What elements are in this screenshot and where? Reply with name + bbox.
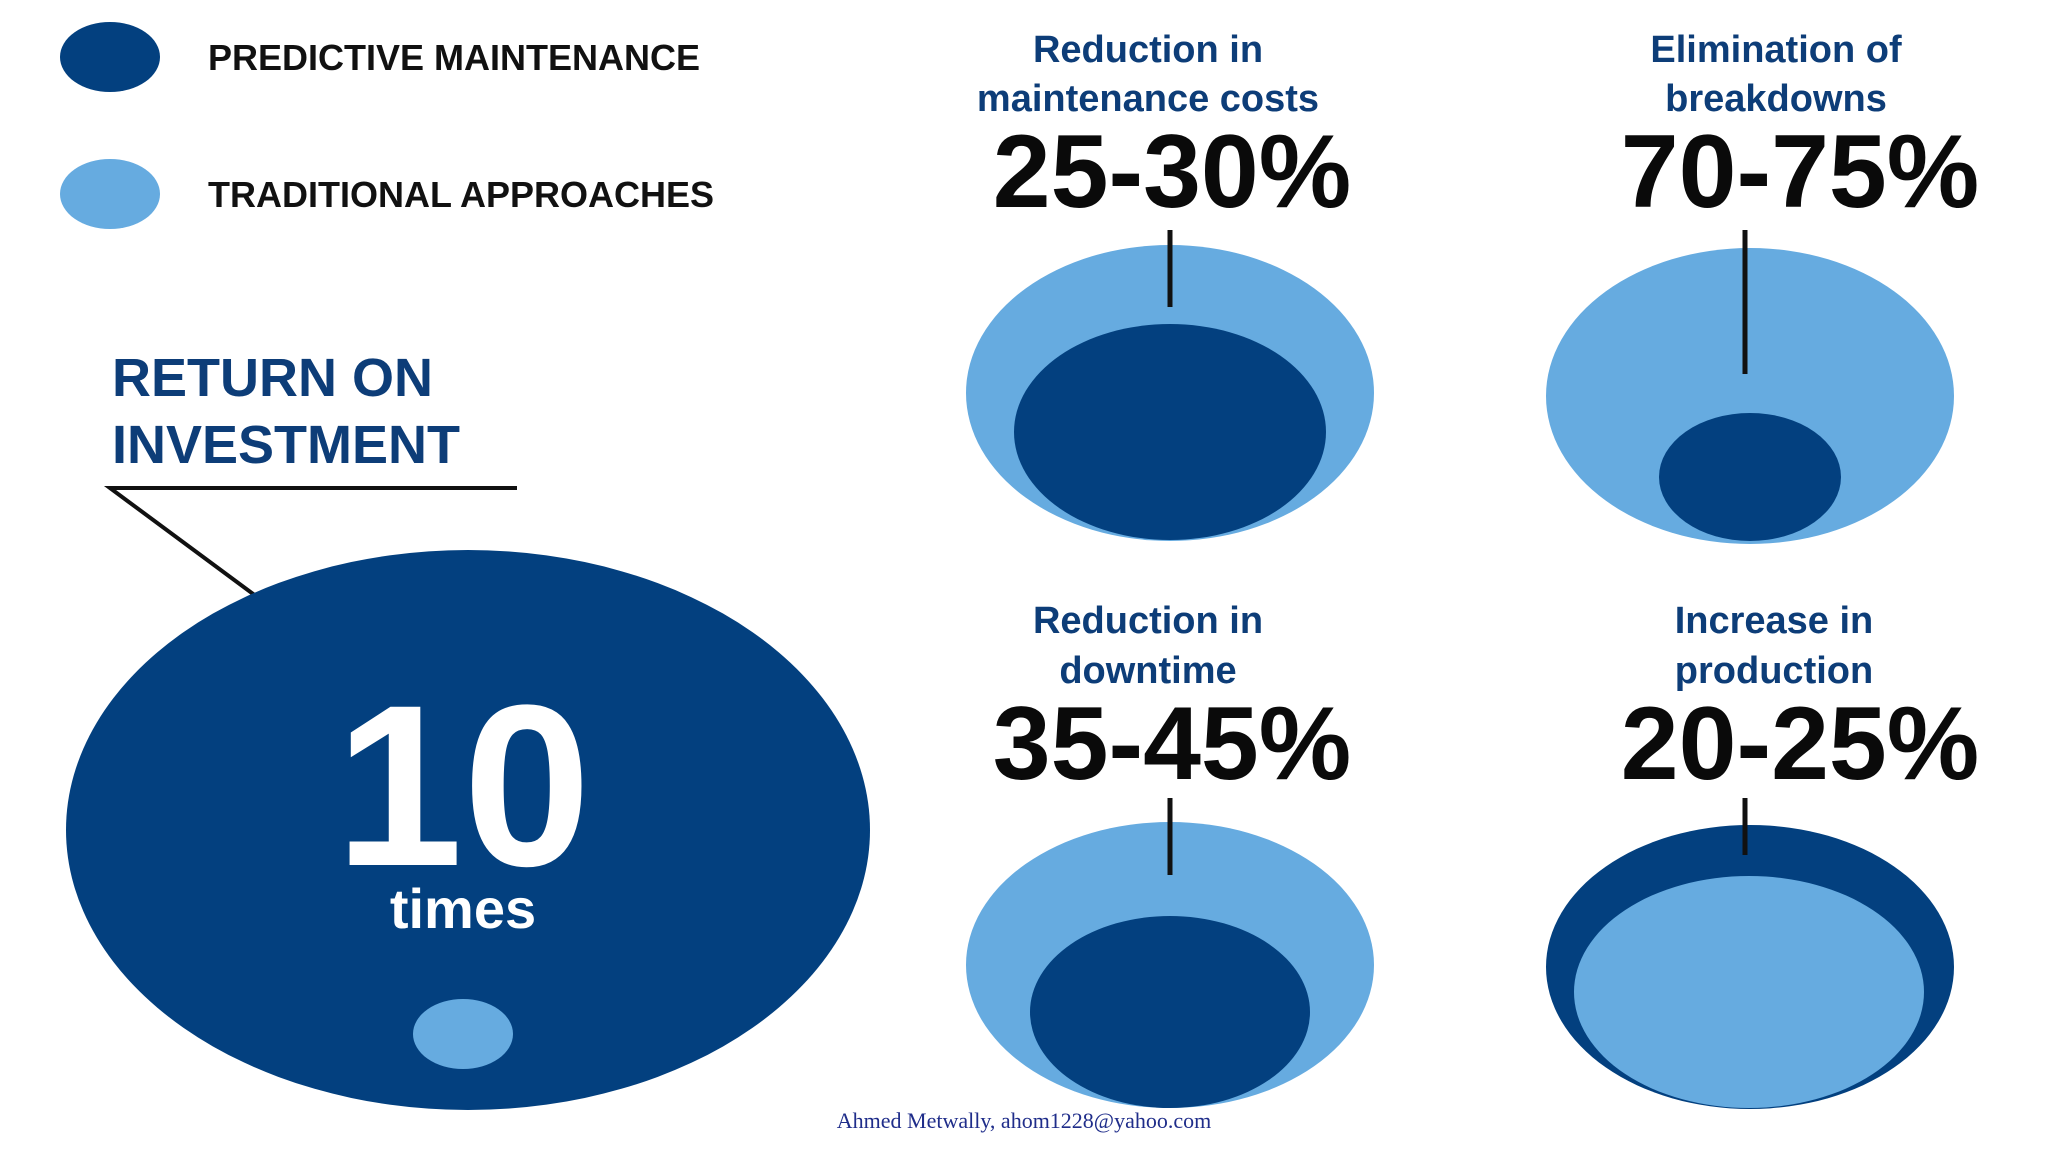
metric-value-label: 25-30%: [993, 114, 1351, 230]
roi-title-line-2: INVESTMENT: [112, 415, 460, 475]
metric-downtime: Reduction in downtime 35-45%: [966, 600, 1374, 1108]
roi-traditional-circle: [413, 999, 513, 1069]
metric-title-line-1: Increase in: [1675, 600, 1874, 642]
roi-value: 10: [335, 657, 591, 914]
roi-title-line-1: RETURN ON: [112, 348, 433, 408]
metric-title-line-1: Reduction in: [1033, 600, 1263, 642]
metric-inner-circle: [1574, 876, 1924, 1108]
metric-title-line-2: maintenance costs: [977, 78, 1319, 120]
metric-value-label: 35-45%: [993, 686, 1351, 802]
legend-label-predictive: PREDICTIVE MAINTENANCE: [208, 37, 700, 78]
roi-leader-line: [103, 486, 517, 627]
metric-title-line-2: production: [1675, 650, 1873, 692]
metric-title-line-2: downtime: [1059, 650, 1236, 692]
metric-inner-circle: [1014, 324, 1326, 540]
metric-maintenance-costs: Reduction in maintenance costs 25-30%: [966, 29, 1374, 541]
legend-swatch-traditional: [60, 159, 160, 229]
metric-title-line-1: Elimination of: [1650, 29, 1902, 71]
legend: PREDICTIVE MAINTENANCE TRADITIONAL APPRO…: [60, 22, 714, 229]
metric-outer-circle: [1546, 248, 1954, 544]
legend-swatch-predictive: [60, 22, 160, 92]
roi-unit: times: [390, 877, 536, 940]
metric-title-line-1: Reduction in: [1033, 29, 1263, 71]
metric-breakdowns: Elimination of breakdowns 70-75%: [1546, 29, 1979, 544]
footer-credit: Ahmed Metwally, ahom1228@yahoo.com: [836, 1108, 1212, 1133]
roi-predictive-circle: [66, 550, 870, 1110]
roi-block: RETURN ON INVESTMENT 10 times: [66, 348, 870, 1110]
metric-value-label: 70-75%: [1621, 114, 1979, 230]
metric-inner-circle: [1659, 413, 1841, 541]
metric-value-label: 20-25%: [1621, 686, 1979, 802]
legend-label-traditional: TRADITIONAL APPROACHES: [208, 174, 714, 215]
metric-production: Increase in production 20-25%: [1546, 600, 1979, 1109]
metric-inner-circle: [1030, 916, 1310, 1108]
metric-title-line-2: breakdowns: [1665, 78, 1887, 120]
